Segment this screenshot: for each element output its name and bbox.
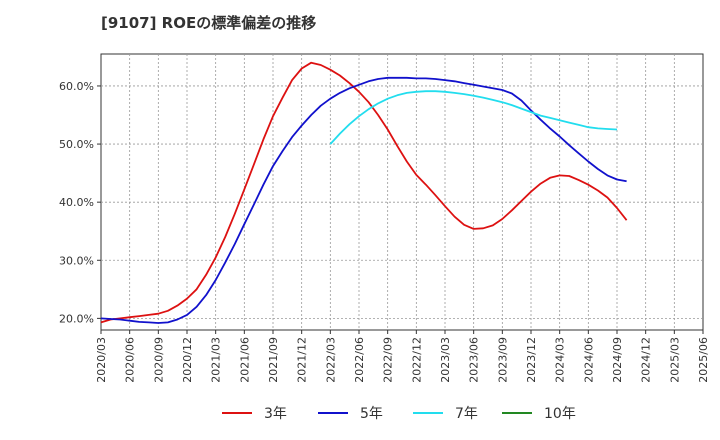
x-tick-label: 2021/03 — [210, 337, 223, 383]
y-tick-label: 60.0% — [59, 80, 94, 93]
legend-label: 10年 — [544, 406, 576, 422]
legend: 3年 5年 7年 10年 — [222, 406, 576, 422]
plot-area — [100, 53, 704, 331]
x-tick-label: 2022/09 — [382, 337, 395, 383]
x-tick-label: 2020/03 — [95, 337, 108, 383]
y-axis: 20.0% 30.0% 40.0% 50.0% 60.0% — [59, 80, 101, 325]
x-tick-label: 2025/03 — [668, 337, 681, 383]
legend-label: 3年 — [264, 406, 287, 422]
x-tick-label: 2021/12 — [296, 337, 309, 383]
x-tick-label: 2022/12 — [410, 337, 423, 383]
y-tick-label: 20.0% — [59, 312, 94, 325]
x-tick-label: 2022/06 — [353, 337, 366, 383]
x-tick-label: 2021/06 — [238, 337, 251, 383]
series-lines — [100, 61, 628, 324]
y-tick-label: 30.0% — [59, 254, 94, 267]
x-tick-label: 2023/09 — [496, 337, 509, 383]
x-tick-label: 2024/06 — [582, 337, 595, 383]
x-tick-label: 2020/12 — [181, 337, 194, 383]
y-tick-label: 40.0% — [59, 196, 94, 209]
x-tick-label: 2021/09 — [267, 337, 280, 383]
legend-label: 7年 — [455, 406, 478, 422]
gridlines — [101, 54, 703, 330]
chart-title: [9107] ROEの標準偏差の推移 — [101, 14, 316, 32]
x-tick-label: 2024/09 — [611, 337, 624, 383]
x-tick-label: 2023/12 — [525, 337, 538, 383]
y-tick-label: 50.0% — [59, 138, 94, 151]
x-tick-label: 2023/03 — [439, 337, 452, 383]
x-tick-label: 2022/03 — [324, 337, 337, 383]
x-tick-label: 2025/06 — [697, 337, 710, 383]
x-tick-label: 2023/06 — [468, 337, 481, 383]
x-tick-label: 2020/09 — [152, 337, 165, 383]
x-tick-label: 2020/06 — [124, 337, 137, 383]
series-line-7年 — [329, 90, 618, 145]
series-line-3年 — [100, 61, 628, 324]
x-tick-label: 2024/03 — [554, 337, 567, 383]
x-tick-label: 2024/12 — [640, 337, 653, 383]
series-line-5年 — [100, 76, 627, 324]
x-axis: 2020/03 2020/06 2020/09 2020/12 2021/03 2021/… — [95, 330, 710, 383]
legend-label: 5年 — [360, 406, 383, 422]
